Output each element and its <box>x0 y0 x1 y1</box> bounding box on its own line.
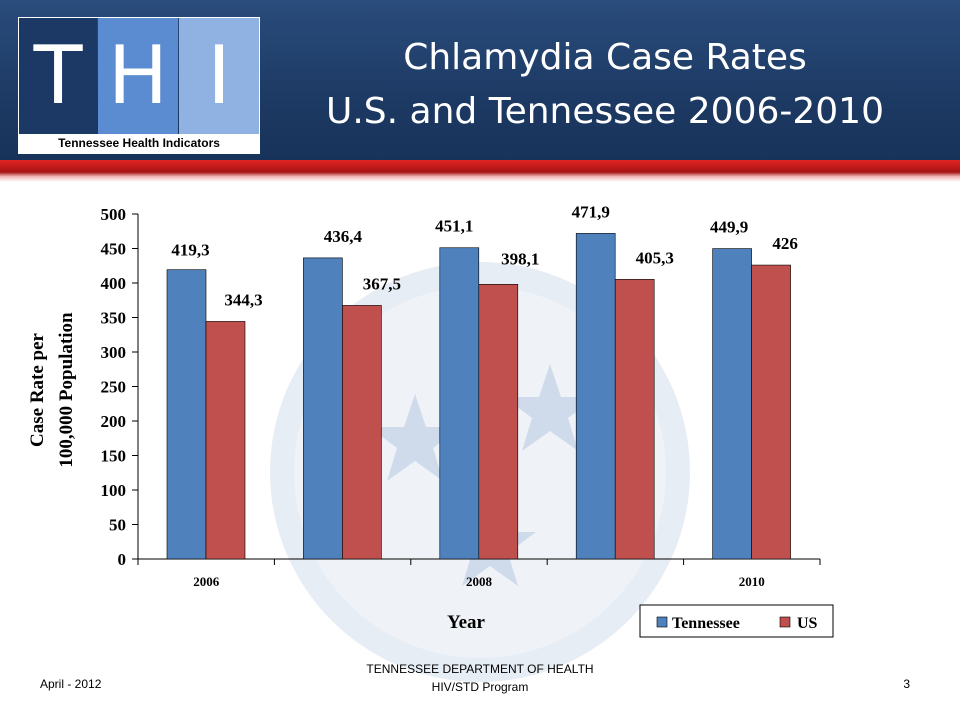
data-label: 449,9 <box>710 218 748 237</box>
y-tick-label: 300 <box>101 343 127 362</box>
x-tick-label: 2010 <box>739 574 765 589</box>
footer-program: HIV/STD Program <box>431 680 529 694</box>
bar-us <box>751 264 791 560</box>
bar-tennessee <box>166 269 207 560</box>
y-tick-label: 100 <box>101 481 127 500</box>
y-tick-label: 500 <box>101 205 127 224</box>
slide-number: 3 <box>903 677 910 691</box>
y-axis-title-line-1: Case Rate per <box>27 332 48 447</box>
logo-letter-t: T <box>19 18 97 134</box>
data-label: 405,3 <box>636 248 674 267</box>
legend-swatch-us <box>779 616 791 628</box>
thi-logo: T H I Tennessee Health Indicators <box>18 17 260 154</box>
logo-letter-h: H <box>98 18 178 134</box>
bar-series <box>166 233 791 560</box>
data-label: 344,3 <box>224 290 262 309</box>
data-label: 426 <box>772 234 798 253</box>
footer-date: April - 2012 <box>40 677 102 691</box>
x-tick-label: 2006 <box>193 574 220 589</box>
y-tick-label: 350 <box>101 309 127 328</box>
footer-organization: TENNESSEE DEPARTMENT OF HEALTH <box>366 662 594 676</box>
x-axis-title: Year <box>447 612 486 633</box>
y-tick-label: 200 <box>101 412 127 431</box>
data-labels: 419,3 436,4 451,1 471,9 449,9 344,3 367,5 398,1… <box>171 202 797 309</box>
data-label: 419,3 <box>171 241 209 260</box>
legend-swatch-tennessee <box>656 616 668 628</box>
chart-legend: Tennessee US <box>639 604 834 638</box>
data-label: 436,4 <box>324 227 363 246</box>
bar-us <box>478 284 519 560</box>
y-axis: 0 50 100 150 200 250 300 350 400 450 500 <box>101 205 139 569</box>
y-tick-label: 250 <box>101 378 127 397</box>
bar-tennessee <box>575 233 616 560</box>
bar-us <box>205 321 246 560</box>
slide-title-line-1: Chlamydia Case Rates <box>403 37 807 78</box>
logo-letter-i: I <box>179 18 259 134</box>
data-label: 367,5 <box>363 274 401 293</box>
legend-label-us: US <box>797 615 818 632</box>
slide-title-line-2: U.S. and Tennessee 2006-2010 <box>326 91 884 132</box>
bar-tennessee <box>712 248 752 560</box>
y-tick-label: 400 <box>101 274 127 293</box>
data-label: 398,1 <box>501 249 539 268</box>
x-tick-label: 2008 <box>466 574 493 589</box>
y-tick-label: 50 <box>109 516 126 535</box>
bar-us <box>614 279 655 560</box>
x-axis: 2006 2008 2010 <box>137 558 821 589</box>
y-tick-label: 150 <box>101 447 127 466</box>
bar-us <box>342 305 382 560</box>
bar-tennessee <box>303 257 343 560</box>
y-tick-label: 0 <box>118 550 127 569</box>
header-red-rule <box>0 160 960 182</box>
y-axis-title-line-2: 100,000 Population <box>56 312 77 468</box>
y-tick-label: 450 <box>101 240 127 259</box>
bar-tennessee <box>439 247 480 560</box>
logo-caption: Tennessee Health Indicators <box>19 134 259 153</box>
data-label: 471,9 <box>572 202 610 221</box>
legend-label-tennessee: Tennessee <box>672 615 740 632</box>
data-label: 451,1 <box>435 217 473 236</box>
